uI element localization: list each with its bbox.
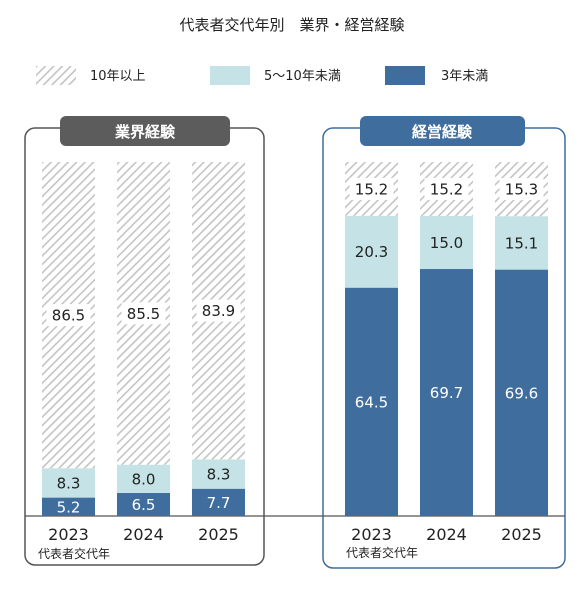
panel-right-header	[360, 116, 525, 146]
data-label-p1-c0-s1: 20.3	[355, 243, 388, 261]
data-label-p1-c2-s2: 15.3	[505, 181, 538, 199]
legend-label-1: 5～10年未満	[264, 69, 341, 84]
bar-segment-p1-c0-s1	[345, 215, 398, 288]
x-tick-p1-c2: 2025	[501, 525, 542, 544]
x-tick-p1-c0: 2023	[351, 525, 392, 544]
bar-segment-p1-c1-s0	[420, 269, 473, 516]
x-tick-p0-c0: 2023	[48, 525, 89, 544]
bar-segment-p0-c1-s0	[117, 492, 170, 516]
data-label-p1-c2-s0: 69.6	[505, 384, 538, 402]
bar-segment-p0-c0-s1	[42, 468, 95, 498]
data-label-p1-c2-s1: 15.1	[505, 234, 538, 252]
legend: 10年以上 5～10年未満 3年未満	[36, 66, 488, 85]
data-label-p0-c0-s1: 8.3	[57, 474, 81, 492]
legend-swatch-2	[385, 66, 425, 85]
data-label-p0-c1-s2: 85.5	[127, 305, 160, 323]
data-label-p0-c2-s0: 7.7	[207, 494, 231, 512]
bar-segment-p1-c1-s1	[420, 215, 473, 270]
legend-label-0: 10年以上	[90, 69, 146, 84]
chart-title: 代表者交代年別 業界・経営経験	[179, 16, 404, 34]
panel-right-xlabel: 代表者交代年	[346, 545, 418, 560]
legend-swatch-0	[36, 66, 76, 85]
bar-segment-p0-c2-s0	[192, 488, 245, 516]
data-label-p1-c1-s1: 15.0	[430, 234, 463, 252]
x-tick-p0-c2: 2025	[198, 525, 239, 544]
panel-right-title: 経営経験	[412, 123, 473, 141]
label-bg-p1-c2	[499, 178, 544, 201]
bar-segment-p0-c0-s0	[42, 497, 95, 516]
x-tick-p0-c1: 2024	[123, 525, 164, 544]
panel-left-header	[60, 116, 230, 146]
data-label-p1-c1-s0: 69.7	[430, 384, 463, 402]
bars-layer: 5.2 8.3 86.5 2023 6.5 8.0 85.5 2024 7.7 8.3 83.9 20…	[42, 162, 548, 544]
data-label-p0-c0-s0: 5.2	[57, 498, 81, 516]
label-bg-p0-c2	[196, 299, 241, 322]
panel-left-title: 業界経験	[114, 123, 176, 141]
data-label-p1-c1-s2: 15.2	[430, 180, 463, 198]
bar-segment-p0-c2-s1	[192, 459, 245, 489]
data-label-p0-c0-s2: 86.5	[52, 307, 85, 325]
data-label-p0-c2-s2: 83.9	[202, 302, 235, 320]
bar-segment-p1-c2-s0	[495, 269, 548, 516]
label-bg-p0-c0	[46, 304, 91, 327]
x-tick-p1-c1: 2024	[426, 525, 467, 544]
label-bg-p1-c1	[424, 177, 469, 200]
bar-segment-p0-c1-s1	[117, 464, 170, 493]
data-label-p0-c1-s0: 6.5	[132, 496, 156, 514]
data-label-p0-c2-s1: 8.3	[207, 466, 231, 484]
bar-segment-p1-c2-s1	[495, 216, 548, 270]
legend-label-2: 3年未満	[441, 69, 488, 84]
label-bg-p0-c1	[121, 302, 166, 325]
data-label-p0-c1-s1: 8.0	[132, 470, 156, 488]
panel-left-xlabel: 代表者交代年	[38, 546, 110, 561]
label-bg-p1-c0	[349, 177, 394, 200]
legend-swatch-1	[210, 66, 250, 85]
bar-segment-p1-c0-s0	[345, 287, 398, 516]
data-label-p1-c0-s2: 15.2	[355, 180, 388, 198]
data-label-p1-c0-s0: 64.5	[355, 393, 388, 411]
